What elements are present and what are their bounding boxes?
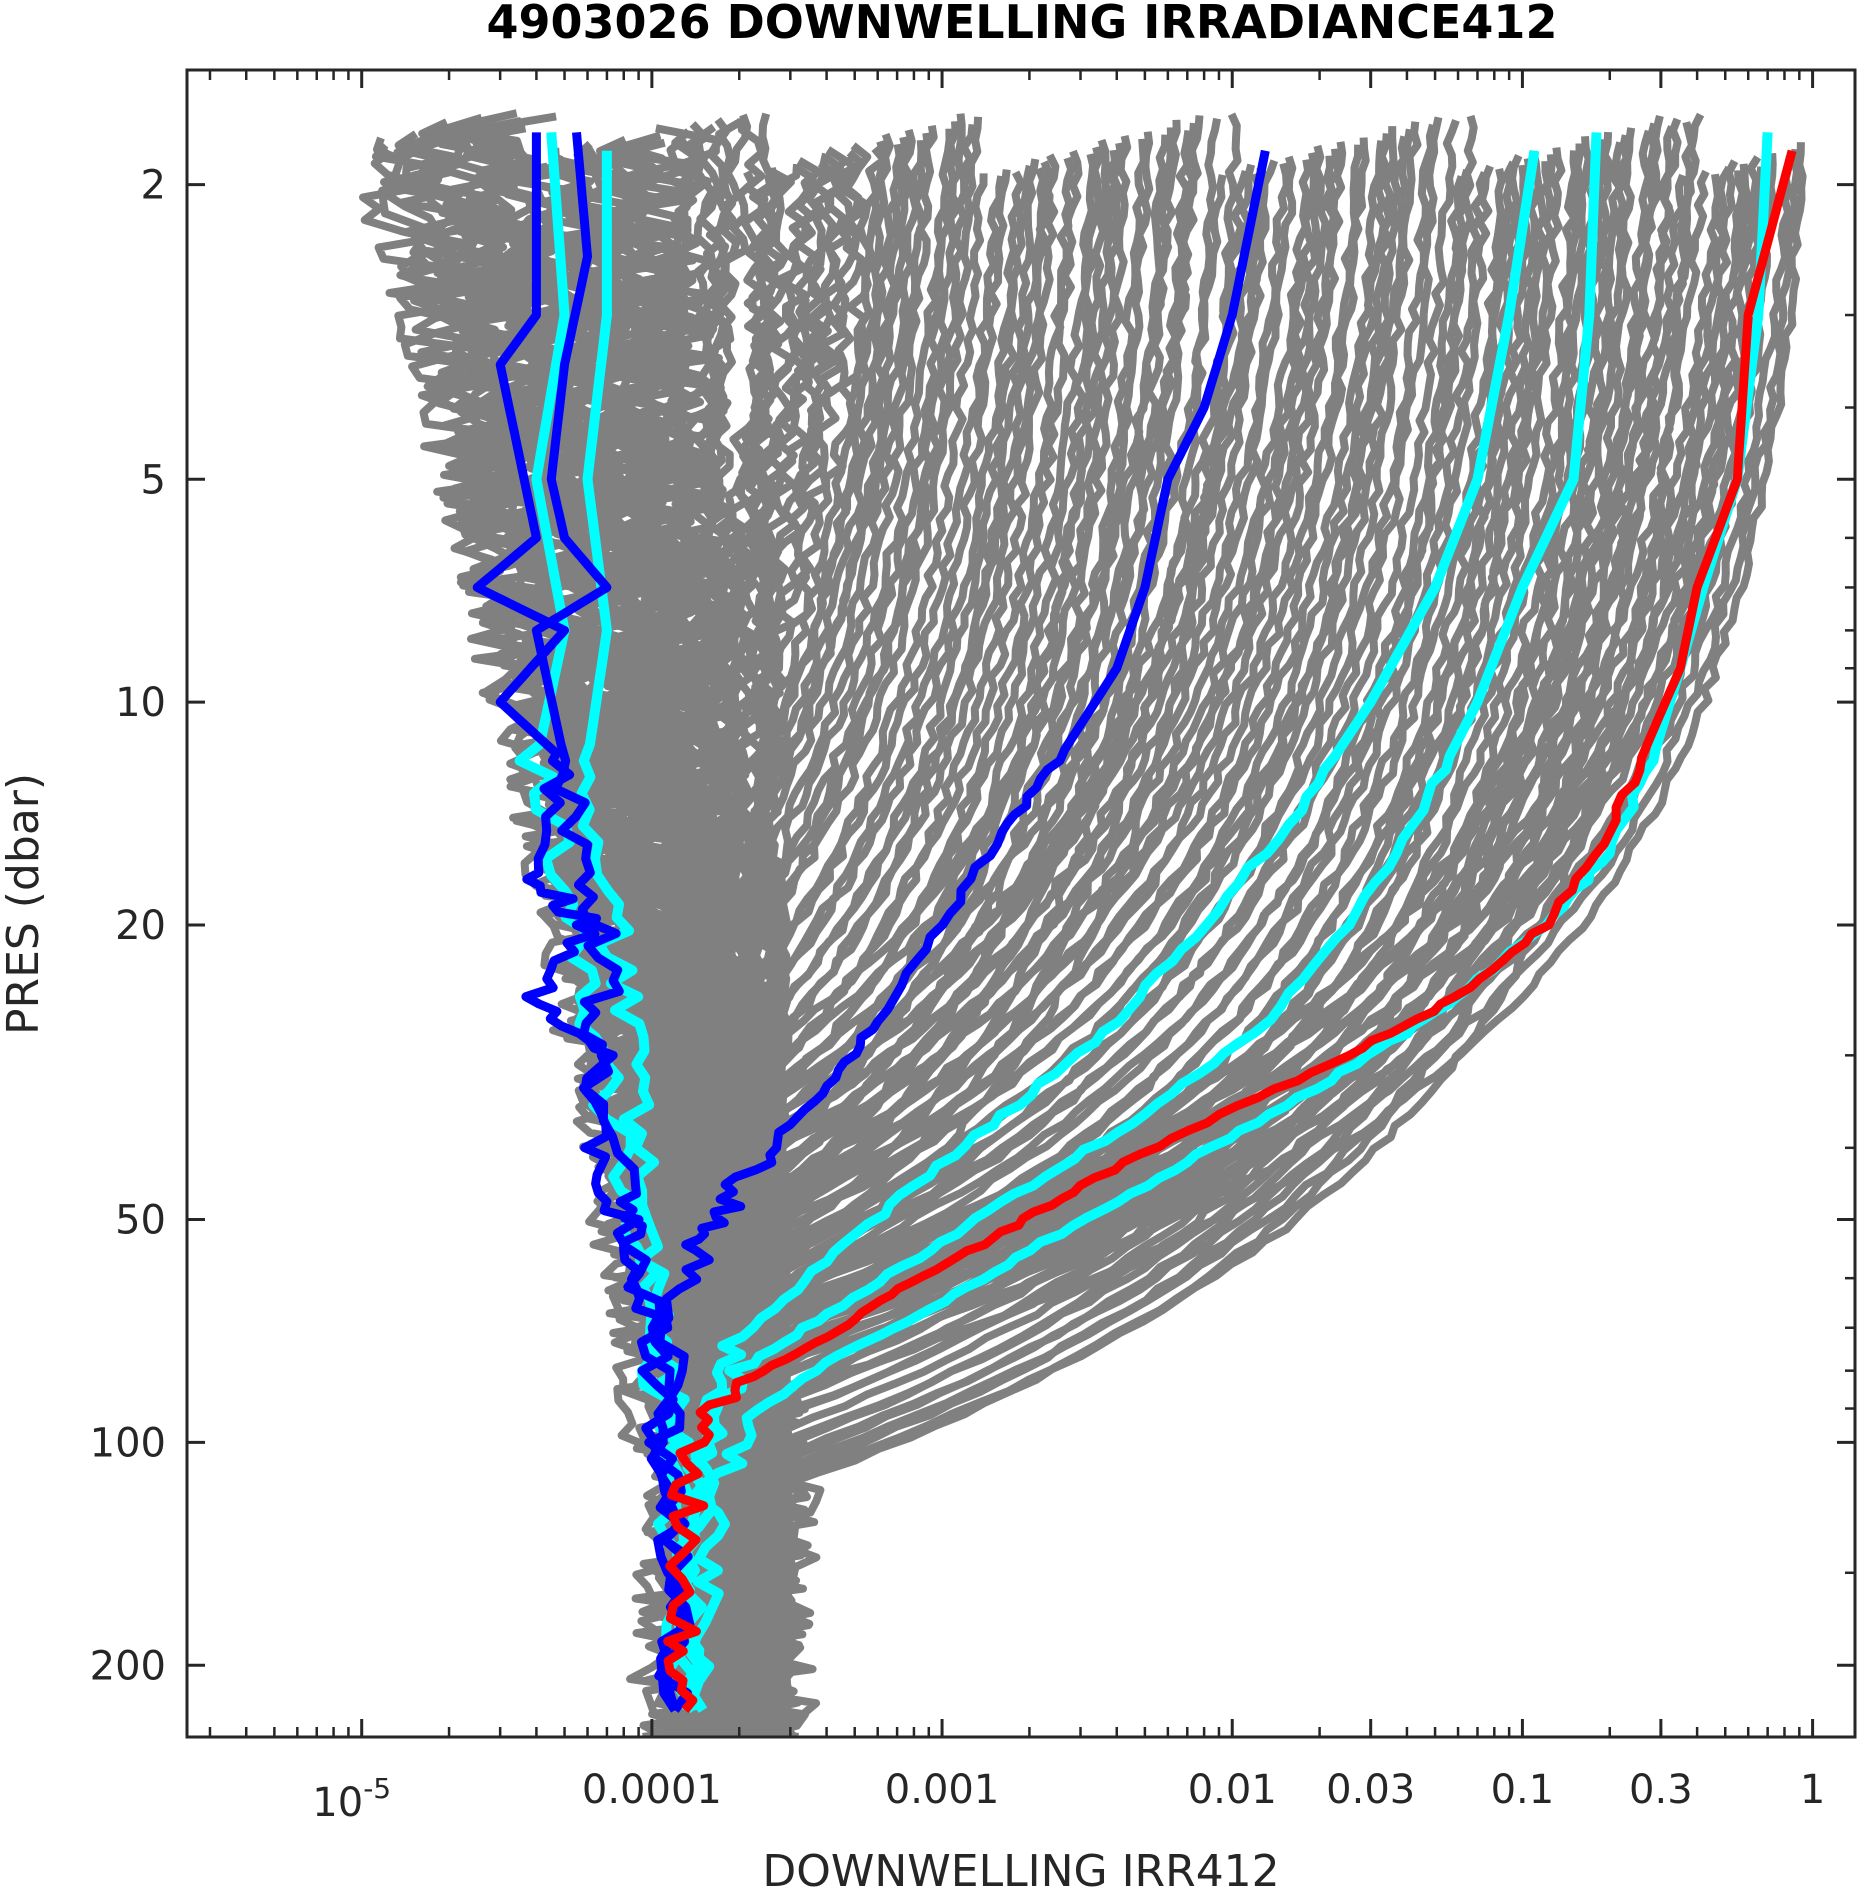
y-tick-label: 5 xyxy=(141,457,166,503)
chart-title: 4903026 DOWNWELLING IRRADIANCE412 xyxy=(487,0,1558,49)
y-tick-label: 200 xyxy=(90,1643,166,1689)
ticks-layer: 10-5 0.0001 0.001 0.01 0.03 0.1 0.3 1 2 5 10 20 50 10… xyxy=(90,70,1855,1826)
highlight-profile-line xyxy=(472,132,692,1713)
selected-profile-line xyxy=(671,150,1540,1713)
current-profile-line xyxy=(663,149,1797,1714)
x-tick-label: 1 xyxy=(1800,1767,1825,1813)
x-tick-label: 0.3 xyxy=(1629,1767,1693,1813)
x-tick-label: 10-5 xyxy=(312,1772,391,1826)
selected-profile-line xyxy=(686,132,1773,1713)
x-axis-label: DOWNWELLING IRR412 xyxy=(762,1846,1279,1896)
x-tick-label: 0.03 xyxy=(1326,1767,1415,1813)
selected-profile-line xyxy=(514,132,697,1712)
x-tick-label: 0.0001 xyxy=(582,1767,722,1813)
y-tick-label: 10 xyxy=(115,680,166,726)
y-tick-label: 100 xyxy=(90,1420,166,1466)
x-tick-label: 0.1 xyxy=(1491,1767,1555,1813)
highlight-profile-line xyxy=(531,131,695,1712)
background-profile-line xyxy=(769,135,1409,1737)
y-tick-label: 20 xyxy=(115,903,166,949)
x-tick-label: 0.01 xyxy=(1188,1767,1277,1813)
x-tick-label: 0.001 xyxy=(885,1767,1000,1813)
highlight-profile-line xyxy=(644,149,1270,1713)
plot-frame xyxy=(185,68,1857,1739)
y-tick-label: 50 xyxy=(115,1198,166,1244)
y-tick-label: 2 xyxy=(141,163,166,209)
selected-profile-line xyxy=(576,150,707,1711)
background-profile-line xyxy=(592,149,819,1737)
background-profile-line xyxy=(688,130,773,1737)
profiles-layer xyxy=(359,109,1807,1737)
y-axis-label: PRES (dbar) xyxy=(0,773,49,1035)
